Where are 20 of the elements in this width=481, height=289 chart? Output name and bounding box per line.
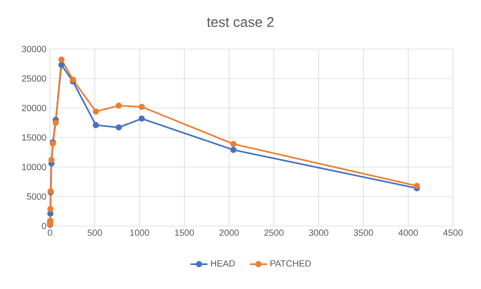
x-tick-label: 1000	[130, 230, 150, 236]
x-tick-label: 4000	[398, 230, 418, 236]
x-tick-label: 0	[48, 230, 52, 236]
y-tick-label: 10000	[22, 164, 46, 170]
x-tick-label: 2500	[264, 230, 284, 236]
x-tick-label: 1500	[175, 230, 194, 236]
chart-title: test case 2	[206, 17, 274, 27]
legend-label: HEAD	[211, 260, 235, 266]
y-tick-label: 30000	[22, 46, 46, 52]
y-tick-label: 5000	[26, 193, 46, 200]
y-tick-label: 25000	[22, 75, 46, 82]
y-tick-label: 0	[42, 222, 46, 230]
x-tick-label: 3000	[309, 230, 328, 236]
x-tick-label: 500	[88, 230, 102, 236]
x-tick-label: 3500	[354, 230, 374, 236]
y-tick-label: 15000	[22, 134, 46, 141]
x-tick-label: 2000	[220, 230, 239, 236]
x-tick-label: 4500	[443, 230, 463, 236]
y-tick-label: 20000	[22, 104, 46, 112]
legend-label: PATCHED	[270, 260, 311, 267]
